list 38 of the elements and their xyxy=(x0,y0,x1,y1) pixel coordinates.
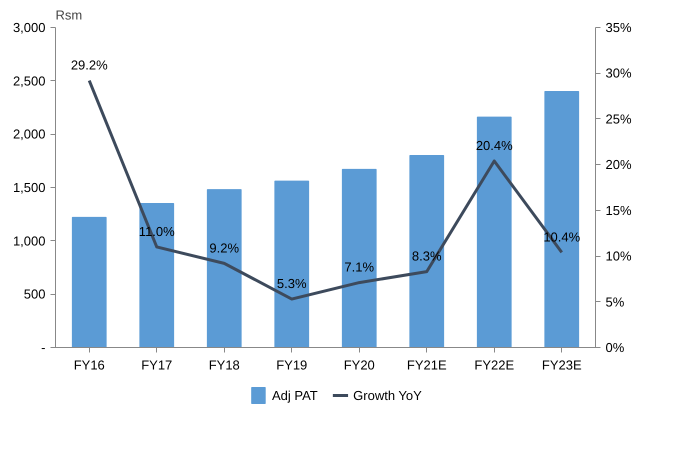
data-label: 9.2% xyxy=(209,240,240,256)
bar xyxy=(274,180,310,348)
bar xyxy=(409,155,444,348)
y-tick-label: - xyxy=(41,340,46,355)
y-tick-label: 1,500 xyxy=(12,180,46,195)
bar xyxy=(139,203,174,348)
y2-tick-label: 15% xyxy=(606,202,632,218)
y2-tick-label: 20% xyxy=(606,157,632,172)
data-label: 5.3% xyxy=(276,276,308,292)
y2-tick-label: 5% xyxy=(606,294,625,310)
y-axis-title: Rsm xyxy=(56,8,82,22)
x-tick-label: FY19 xyxy=(276,358,308,372)
y-tick-label: 500 xyxy=(24,286,46,302)
bar xyxy=(342,168,377,348)
x-tick-label: FY22E xyxy=(474,358,514,372)
bar xyxy=(544,91,580,348)
legend-label: Growth YoY xyxy=(353,388,422,403)
y-tick-label: 2,500 xyxy=(12,73,46,88)
y2-tick-label: 25% xyxy=(606,111,632,126)
x-tick-label: FY16 xyxy=(74,358,105,372)
x-tick-label: FY23E xyxy=(542,358,582,372)
bar xyxy=(476,116,512,348)
y2-tick-label: 0% xyxy=(606,340,625,355)
y2-tick-label: 10% xyxy=(606,248,632,264)
x-tick-label: FY20 xyxy=(344,358,375,372)
bar xyxy=(72,216,107,348)
x-tick-label: FY21E xyxy=(406,358,447,372)
y-tick-label: 1,000 xyxy=(12,233,46,248)
data-label: 29.2% xyxy=(70,58,108,73)
y2-tick-label: 35% xyxy=(606,20,632,35)
y2-tick-label: 30% xyxy=(606,66,632,81)
x-tick-label: FY18 xyxy=(208,358,240,372)
bar xyxy=(206,189,242,348)
y-tick-label: 2,000 xyxy=(12,126,46,142)
legend-label: Adj PAT xyxy=(272,388,318,403)
x-tick-label: FY17 xyxy=(141,358,172,372)
data-label: 7.1% xyxy=(344,260,375,275)
y-tick-label: 3,000 xyxy=(12,20,46,35)
